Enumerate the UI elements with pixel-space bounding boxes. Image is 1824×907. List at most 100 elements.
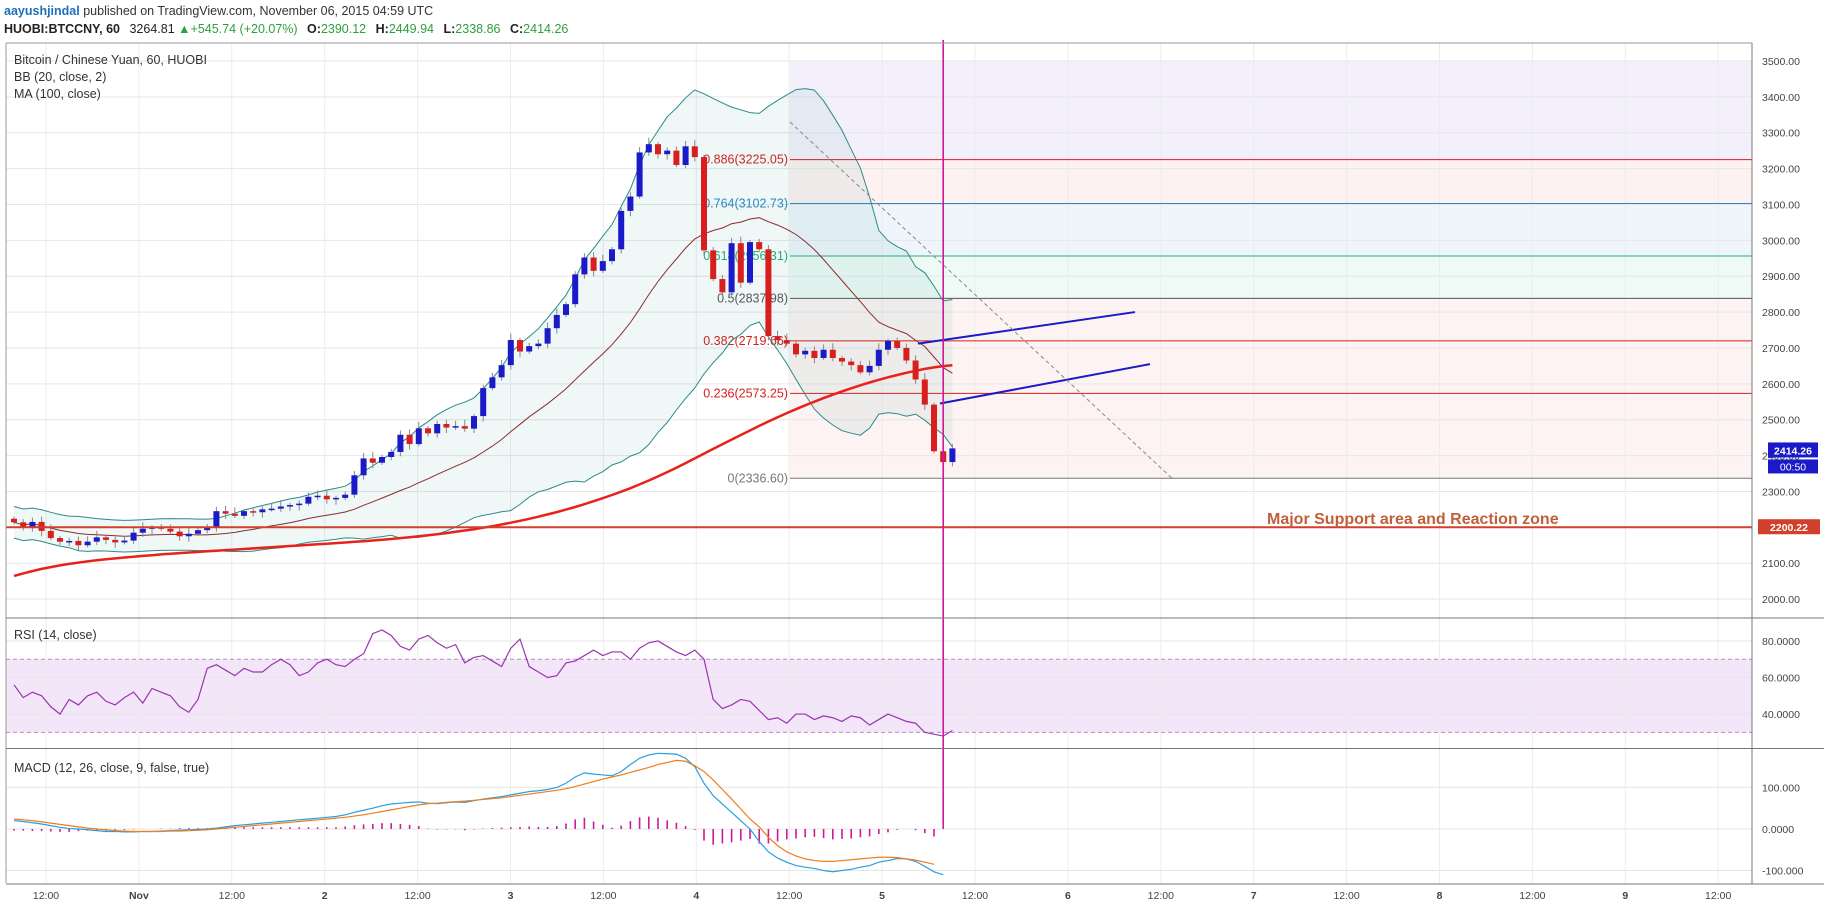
high-label: H: [375, 22, 389, 36]
publish-info: published on TradingView.com, November 0… [83, 4, 434, 18]
candle-body [103, 537, 109, 540]
time-tick-label: 7 [1251, 890, 1257, 902]
candle-body [360, 458, 367, 476]
ma-indicator-label: MA (100, close) [14, 87, 101, 101]
time-tick-label: 9 [1622, 890, 1628, 902]
time-tick-label: 6 [1065, 890, 1071, 902]
price-tick-label: 3400.00 [1762, 92, 1800, 104]
candle-body [756, 242, 763, 250]
bb-indicator-label: BB (20, close, 2) [14, 70, 106, 84]
candle-body [645, 144, 652, 153]
candle-body [636, 152, 643, 197]
candle-body [793, 343, 799, 355]
drawings-layer [6, 121, 1752, 529]
candle-body [802, 350, 809, 355]
fib-zone-4 [790, 298, 1752, 479]
support-price-text: 2200.22 [1770, 522, 1808, 534]
background-layer [6, 60, 1752, 733]
candle-body [701, 157, 707, 251]
candle-body [655, 144, 661, 155]
candle-body [728, 243, 735, 293]
candle-body [848, 361, 855, 366]
candle-body [29, 521, 36, 528]
close-label: C: [509, 22, 524, 36]
price-tick-label: 2700.00 [1762, 343, 1800, 355]
candle-body [66, 540, 73, 543]
candle-body [590, 257, 597, 271]
low-label: L: [443, 22, 456, 36]
time-tick-label: 5 [879, 890, 885, 902]
time-tick-label: 2 [322, 890, 328, 902]
rsi-tick-label: 60.0000 [1762, 673, 1800, 685]
bollinger-layer [13, 88, 953, 553]
time-tick-label: Nov [129, 890, 149, 902]
publish-line: aayushjindal published on TradingView.co… [4, 4, 433, 19]
time-tick-label: 12:00 [1148, 890, 1174, 902]
candle-body [710, 250, 717, 280]
price-tick-label: 2100.00 [1762, 558, 1800, 570]
fib-level-label: 0.382(2719.66) [703, 334, 788, 348]
candle-body [581, 257, 588, 275]
ohlc-line: HUOBI:BTCCNY, 60 3264.81 ▲+545.74 (+20.0… [4, 22, 568, 37]
fib-zone-3 [790, 255, 1752, 299]
candle-body [526, 346, 533, 352]
candle-body [425, 428, 431, 434]
candle-body [949, 448, 956, 463]
time-tick-label: 8 [1437, 890, 1443, 902]
fib-level-label: 0.764(3102.73) [703, 196, 788, 210]
candle-body [517, 340, 523, 352]
candle-body [379, 456, 385, 463]
chart-area[interactable]: 0.886(3225.05)0.764(3102.73)0.618(2956.3… [0, 40, 1824, 907]
candle-body [673, 150, 680, 165]
price-tick-label: 3300.00 [1762, 128, 1800, 140]
support-price-tag [1758, 519, 1820, 535]
axis-layer: 2000.002100.002200.002300.002400.002500.… [5, 42, 1824, 902]
candle-body [112, 539, 119, 543]
candle-body [912, 360, 919, 380]
candle-body [342, 494, 349, 498]
candle-body [903, 347, 910, 361]
price-tick-label: 2000.00 [1762, 594, 1800, 606]
bollinger-lower [13, 321, 953, 553]
candle-body [894, 340, 901, 348]
candle-body [480, 388, 487, 417]
candle-body [461, 426, 468, 429]
main-pane-title: Bitcoin / Chinese Yuan, 60, HUOBI [14, 53, 207, 67]
time-tick-label: 12:00 [1519, 890, 1545, 902]
candle-body [20, 522, 27, 528]
macd-tick-label: 100.000 [1762, 782, 1800, 794]
high-value: 2449.94 [388, 22, 434, 36]
macd-layer [13, 40, 945, 876]
author-link[interactable]: aayushjindal [4, 4, 80, 18]
fib-trend-line [789, 121, 1173, 479]
candle-body [259, 509, 266, 513]
candle-body [875, 349, 882, 366]
signal-line [13, 759, 935, 865]
time-tick-label: 12:00 [1705, 890, 1731, 902]
candle-body [719, 279, 726, 293]
rsi-tick-label: 40.0000 [1762, 709, 1800, 721]
rsi-band-fill [6, 659, 1752, 733]
candle-body [857, 365, 864, 373]
candle-body [397, 434, 404, 452]
candles-layer [11, 137, 956, 551]
candle-body [268, 508, 275, 511]
time-tick-label: 12:00 [590, 890, 616, 902]
candle-body [406, 434, 413, 445]
close-value: 2414.26 [523, 22, 569, 36]
candle-body [783, 340, 790, 344]
fib-level-label: 0.886(3225.05) [703, 153, 788, 167]
change-value: +545.74 (+20.07%) [190, 22, 298, 36]
candle-body [287, 505, 293, 507]
price-tick-label: 2300.00 [1762, 486, 1800, 498]
candle-body [931, 404, 937, 452]
candle-body [176, 531, 183, 537]
time-tick-label: 4 [693, 890, 699, 902]
candle-body [498, 365, 505, 378]
candle-body [167, 528, 174, 532]
candle-body [829, 349, 836, 358]
candle-body [296, 503, 303, 506]
candle-body [75, 540, 82, 546]
candle-body [213, 511, 220, 528]
time-tick-label: 12:00 [219, 890, 245, 902]
